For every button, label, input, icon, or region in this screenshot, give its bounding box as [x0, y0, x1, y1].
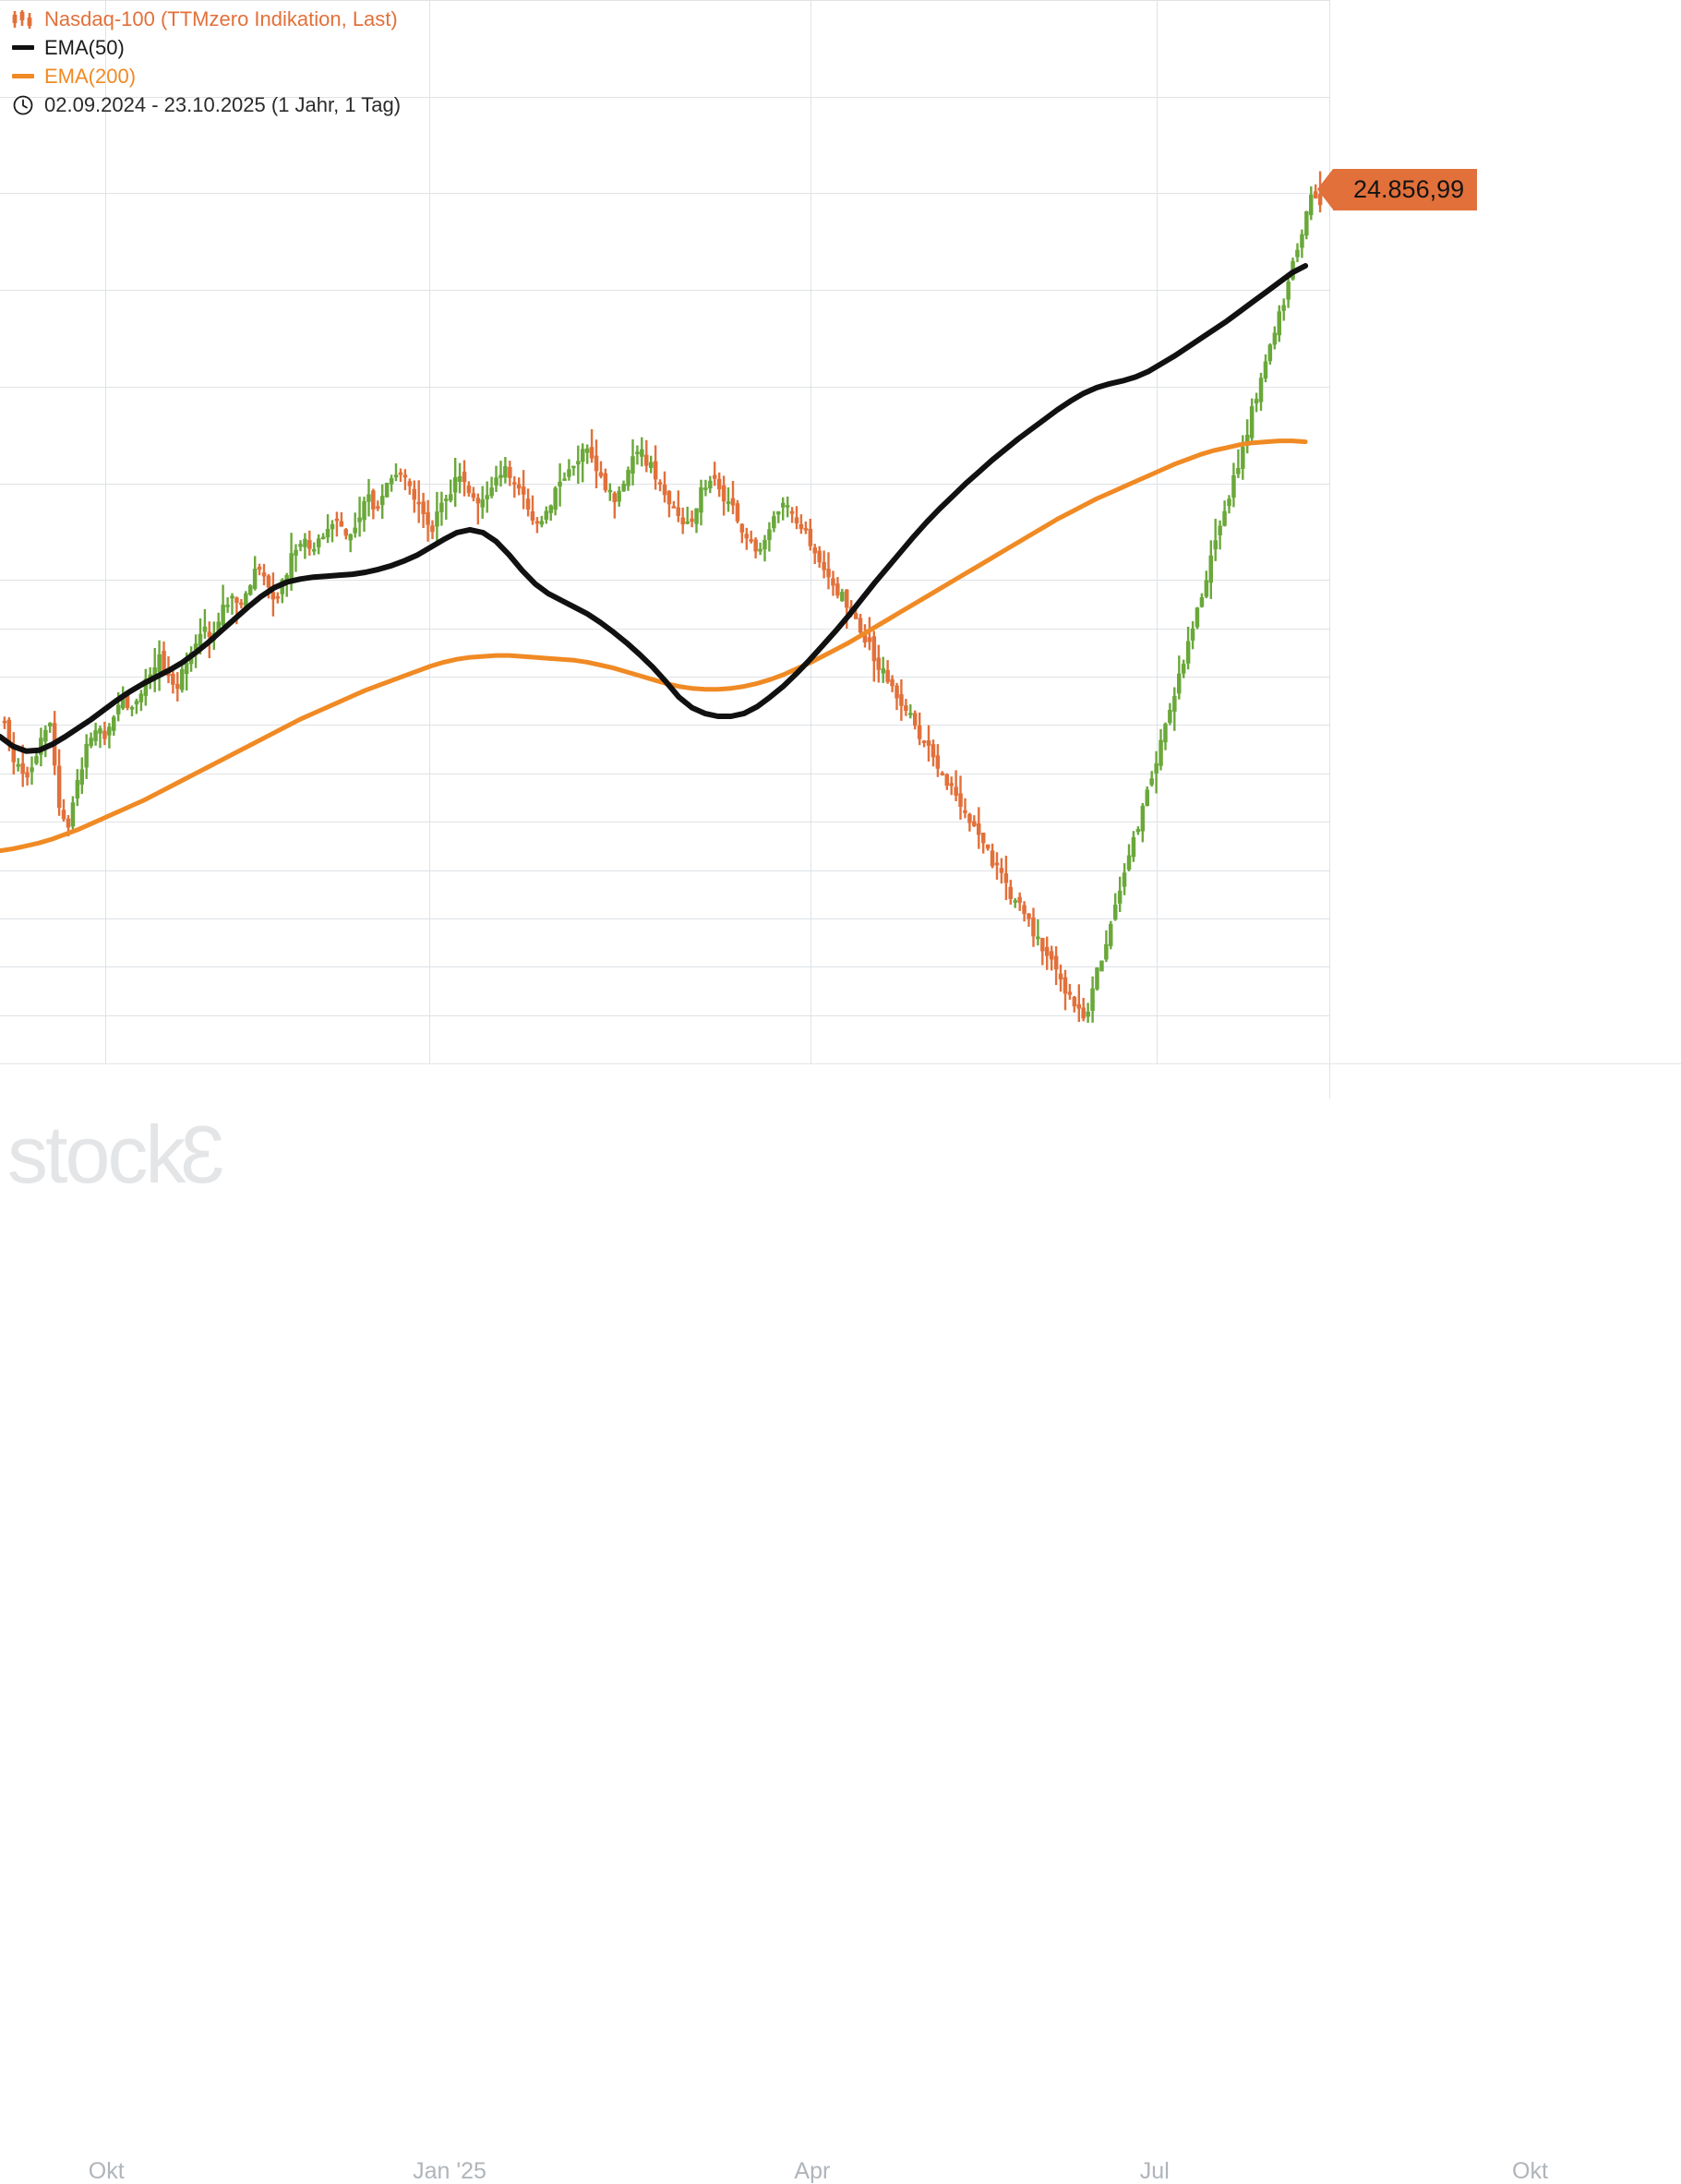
- watermark-text: stock: [7, 1109, 186, 1200]
- last-price-tag[interactable]: 24.856,99: [1316, 169, 1478, 210]
- x-axis-label: Okt: [1512, 2158, 1548, 2184]
- x-axis-label: Apr: [794, 2158, 831, 2184]
- ema200-line: [0, 438, 1308, 854]
- ema50-line: [0, 263, 1309, 754]
- y-axis-line: [1329, 0, 1330, 1098]
- gridline: [0, 580, 1329, 582]
- gridline: [0, 386, 1329, 388]
- watermark-suffix: 3: [183, 1109, 226, 1200]
- line-swatch-icon: [9, 38, 37, 58]
- chart-legend: Nasdaq-100 (TTMzero Indikation, Last) EM…: [9, 6, 401, 120]
- legend-item-ema50[interactable]: EMA(50): [9, 34, 401, 61]
- y-axis[interactable]: 27.000,0026.000,0025.000,0024.000,0023.0…: [1329, 0, 1681, 1063]
- plot-area[interactable]: [0, 0, 1329, 1064]
- gridline: [0, 193, 1329, 195]
- candlestick-icon: [9, 9, 37, 30]
- legend-label-ema200: EMA(200): [44, 64, 137, 88]
- gridline: [0, 1014, 1329, 1016]
- x-axis-line: [0, 1063, 1681, 1064]
- x-axis[interactable]: Okt Jan '25 Apr Jul Okt: [0, 1063, 1681, 2183]
- gridline: [104, 0, 106, 1063]
- gridline: [0, 96, 1329, 98]
- legend-item-daterange[interactable]: 02.09.2024 - 23.10.2025 (1 Jahr, 1 Tag): [9, 91, 401, 118]
- gridline: [0, 725, 1329, 726]
- gridline: [0, 0, 1329, 1]
- clock-icon: [9, 95, 37, 115]
- legend-item-ema200[interactable]: EMA(200): [9, 63, 401, 90]
- gridline: [0, 870, 1329, 871]
- legend-item-instrument[interactable]: Nasdaq-100 (TTMzero Indikation, Last): [9, 6, 401, 32]
- candlestick-series: [2, 171, 1323, 1024]
- legend-label-instrument: Nasdaq-100 (TTMzero Indikation, Last): [44, 6, 398, 30]
- stock3-watermark: stock3: [7, 1109, 226, 1200]
- gridline: [1156, 0, 1158, 1063]
- gridline: [0, 628, 1329, 630]
- last-price-value: 24.856,99: [1353, 175, 1465, 203]
- series-canvas: [0, 171, 1323, 1024]
- gridline: [0, 290, 1329, 292]
- gridline: [0, 918, 1329, 919]
- gridline: [429, 0, 431, 1063]
- x-axis-label: Jan '25: [413, 2158, 486, 2184]
- x-axis-label: Okt: [88, 2158, 125, 2184]
- x-axis-label: Jul: [1139, 2158, 1170, 2184]
- line-swatch-icon: [9, 66, 37, 87]
- legend-label-ema50: EMA(50): [44, 35, 125, 59]
- legend-label-daterange: 02.09.2024 - 23.10.2025 (1 Jahr, 1 Tag): [44, 92, 402, 116]
- gridline: [0, 966, 1329, 968]
